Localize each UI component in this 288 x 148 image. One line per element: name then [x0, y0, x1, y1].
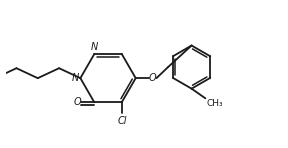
Text: N: N: [91, 42, 98, 52]
Text: Cl: Cl: [117, 116, 127, 127]
Text: O: O: [149, 73, 157, 83]
Text: N: N: [72, 73, 79, 83]
Text: O: O: [73, 97, 81, 107]
Text: CH₃: CH₃: [206, 99, 223, 108]
